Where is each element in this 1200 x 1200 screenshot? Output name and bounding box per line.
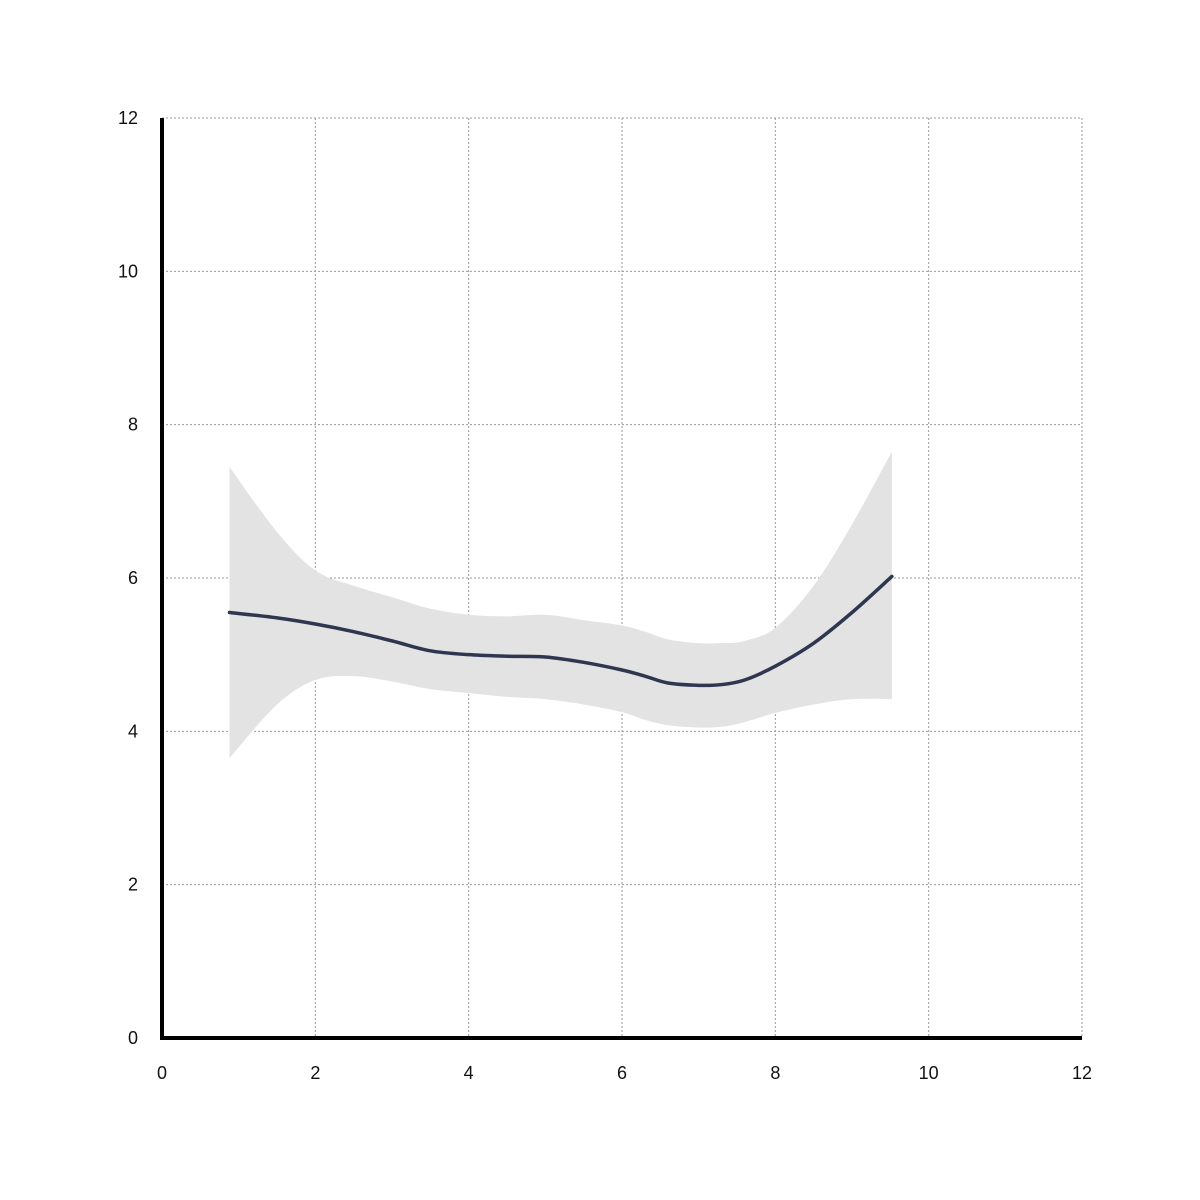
- trend-line: [227, 574, 894, 688]
- x-tick-label: 2: [310, 1063, 320, 1083]
- x-tick-label: 12: [1072, 1063, 1092, 1083]
- y-tick-label: 8: [128, 415, 138, 435]
- x-axis-tick-labels: 0 2 4 6 8 10 12: [157, 1063, 1092, 1083]
- y-tick-label: 0: [128, 1028, 138, 1048]
- x-tick-label: 10: [919, 1063, 939, 1083]
- y-axis-tick-labels: 0 2 4 6 8 10 12: [118, 108, 138, 1048]
- confidence-band-layer: [229, 451, 892, 759]
- y-tick-label: 12: [118, 108, 138, 128]
- x-tick-label: 0: [157, 1063, 167, 1083]
- x-tick-label: 8: [770, 1063, 780, 1083]
- y-tick-label: 6: [128, 568, 138, 588]
- axes: [160, 118, 1082, 1040]
- trend-line-layer: [227, 574, 894, 688]
- y-tick-label: 2: [128, 875, 138, 895]
- x-tick-label: 6: [617, 1063, 627, 1083]
- y-tick-label: 10: [118, 261, 138, 281]
- y-tick-label: 4: [128, 721, 138, 741]
- confidence-band: [229, 451, 892, 759]
- x-tick-label: 4: [464, 1063, 474, 1083]
